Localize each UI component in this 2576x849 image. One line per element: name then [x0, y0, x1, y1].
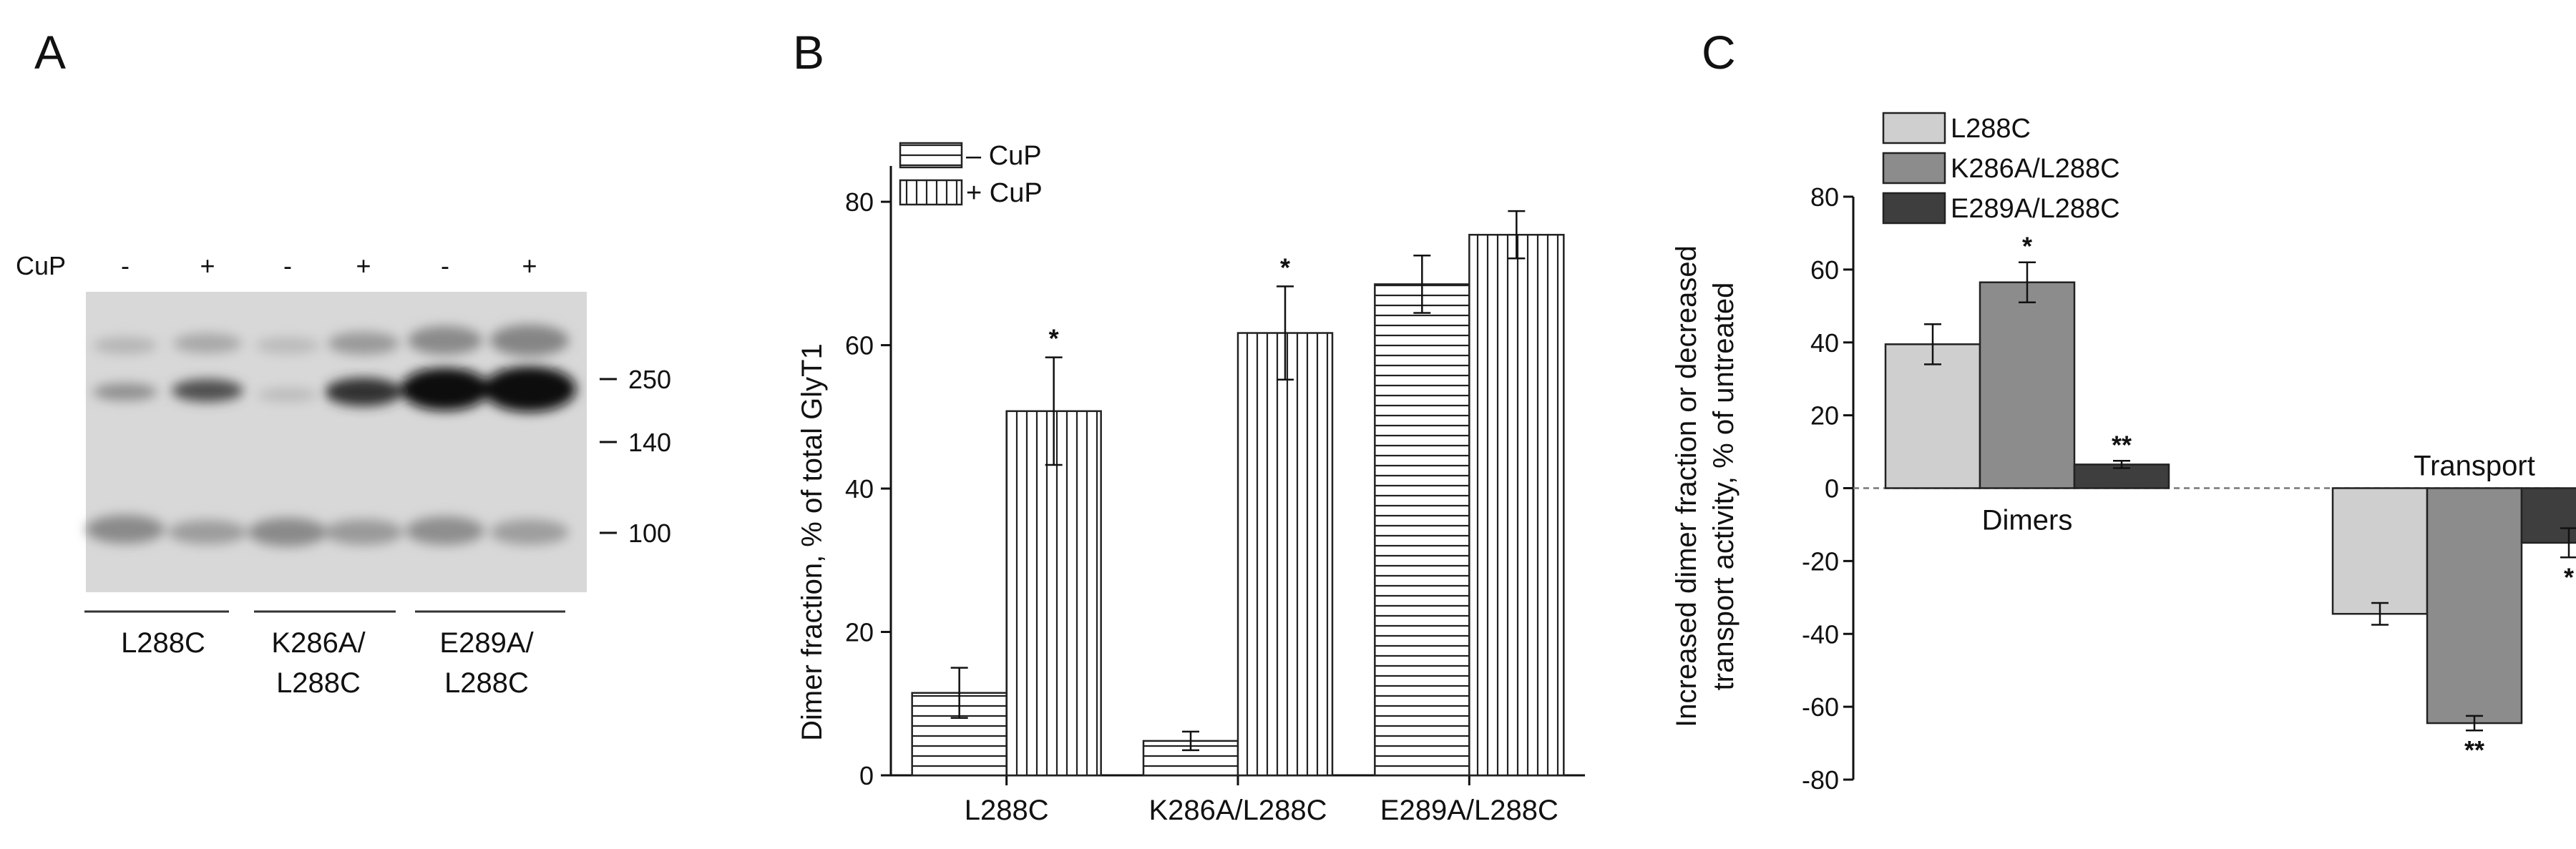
chart-c-ytick-label: 80: [1810, 182, 1839, 212]
chart-b-bar: [1005, 410, 1102, 777]
cup-label: CuP: [16, 251, 66, 280]
chart-b-significance-mark: *: [1280, 252, 1290, 282]
chart-b-bar: [1236, 332, 1334, 777]
lane-sign-2: +: [200, 251, 215, 280]
chart-b-ytick-label: 60: [845, 331, 874, 360]
blot-group-2-line1: K286A/: [271, 627, 366, 659]
legend-swatch-plus-cup: [899, 179, 963, 206]
chart-c-bar: [2520, 487, 2576, 544]
chart-c-ylabel-line2: transport activity, % of untreated: [1708, 283, 1740, 691]
blot-group-1: L288C: [121, 627, 205, 659]
legend-label-plus-cup: + CuP: [966, 178, 1043, 208]
western-blot: CuP - + - + - + 250: [16, 251, 671, 699]
panel-label-c: C: [1702, 26, 1736, 79]
chart-c-bar: [2331, 487, 2429, 615]
chart-b: Dimer fraction, % of total GlyT1 – CuP +…: [796, 141, 1585, 826]
legend-swatch-l288c: [1882, 112, 1946, 144]
chart-c-significance-mark: **: [2112, 430, 2132, 459]
lane-sign-6: +: [522, 251, 537, 280]
chart-c-category-label: Dimers: [1982, 505, 2073, 536]
marker-100: 100: [628, 519, 671, 548]
chart-c-ylabel-line1: Increased dimer fraction or decreased: [1671, 245, 1702, 727]
chart-b-significance-mark: *: [1049, 324, 1059, 353]
blot-group-3-line2: L288C: [444, 667, 529, 699]
chart-b-bar: [1374, 283, 1470, 777]
chart-b-category-label: E289A/L288C: [1380, 795, 1558, 826]
blot-group-2-line2: L288C: [276, 667, 361, 699]
legend-swatch-e289a: [1882, 192, 1946, 225]
chart-c-bar: [2426, 487, 2523, 725]
legend-swatch-k286a: [1882, 152, 1946, 185]
chart-c-significance-mark: **: [2464, 735, 2484, 765]
lane-sign-1: -: [121, 251, 130, 280]
chart-c-ytick-label: -40: [1802, 619, 1839, 649]
chart-c-bar: [1979, 281, 2076, 489]
chart-c: Increased dimer fraction or decreased tr…: [1671, 112, 2576, 795]
panel-label-b: B: [793, 26, 824, 79]
chart-c-ytick-label: 20: [1810, 401, 1839, 431]
chart-b-ytick-label: 80: [845, 187, 874, 217]
chart-c-category-label: Transport: [2414, 451, 2535, 482]
chart-b-ytick-label: 40: [845, 474, 874, 504]
chart-b-bar: [1468, 233, 1565, 777]
chart-c-bar: [1884, 343, 1981, 489]
blot-group-3-line1: E289A/: [439, 627, 534, 659]
lane-sign-4: +: [356, 251, 371, 280]
chart-c-ytick-label: 0: [1825, 474, 1839, 504]
legend-label-k286a: K286A/L288C: [1951, 154, 2120, 184]
chart-c-significance-mark: *: [2022, 232, 2032, 261]
chart-c-ytick-label: 60: [1810, 255, 1839, 285]
legend-swatch-minus-cup: [899, 142, 963, 169]
chart-b-ylabel: Dimer fraction, % of total GlyT1: [796, 343, 828, 741]
marker-140: 140: [628, 428, 671, 457]
panel-label-a: A: [34, 26, 66, 79]
chart-b-ytick-label: 0: [859, 761, 874, 790]
chart-b-category-label: L288C: [965, 795, 1049, 826]
lane-sign-5: -: [441, 251, 449, 280]
chart-c-ytick-label: -80: [1802, 765, 1839, 795]
marker-250: 250: [628, 365, 671, 394]
legend-label-e289a: E289A/L288C: [1951, 194, 2120, 224]
chart-c-ytick-label: 40: [1810, 328, 1839, 358]
chart-c-ytick-label: -60: [1802, 692, 1839, 722]
chart-b-category-label: K286A/L288C: [1148, 795, 1327, 826]
legend-label-l288c: L288C: [1951, 114, 2031, 144]
chart-b-ytick-label: 20: [845, 618, 874, 647]
legend-label-minus-cup: – CuP: [966, 141, 1042, 171]
chart-c-significance-mark: *: [2564, 562, 2574, 592]
chart-c-ytick-label: -20: [1802, 546, 1839, 576]
lane-sign-3: -: [283, 251, 292, 280]
